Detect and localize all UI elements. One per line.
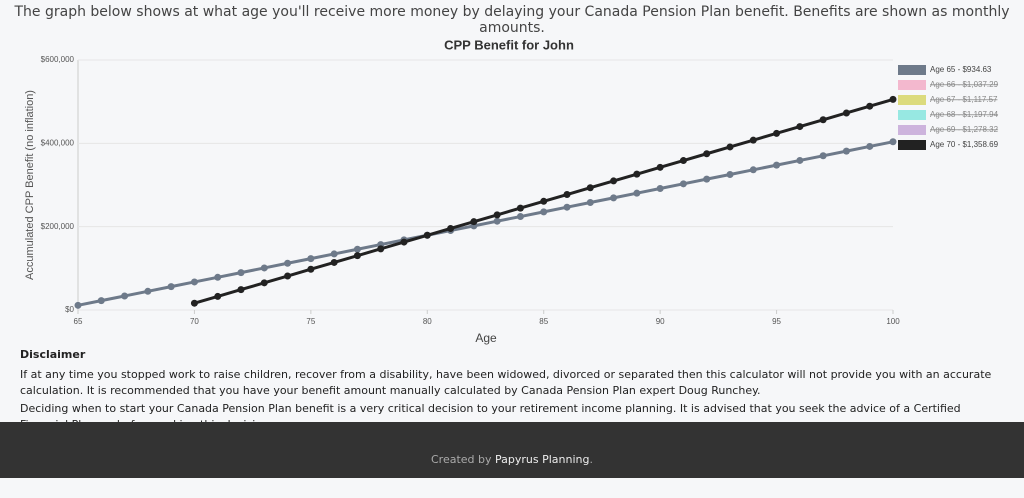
y-tick-label: $200,000 xyxy=(41,222,75,231)
x-tick-label: 65 xyxy=(74,317,83,326)
data-point xyxy=(237,269,245,277)
legend-label[interactable]: Age 66 - $1,037.29 xyxy=(930,80,999,89)
data-point xyxy=(842,147,850,155)
data-point xyxy=(563,203,571,211)
data-point xyxy=(610,194,618,202)
legend-swatch[interactable] xyxy=(898,125,926,135)
legend-label[interactable]: Age 69 - $1,278.32 xyxy=(930,125,999,134)
data-point xyxy=(284,272,292,280)
data-point xyxy=(726,143,734,151)
y-tick-label: $0 xyxy=(65,305,74,314)
data-point xyxy=(260,264,268,272)
footer: Created by Papyrus Planning. xyxy=(0,422,1024,478)
y-tick-label: $600,000 xyxy=(41,55,75,64)
data-point xyxy=(656,184,664,192)
data-point xyxy=(516,204,524,212)
data-point xyxy=(423,231,431,239)
legend-label[interactable]: Age 65 - $934.63 xyxy=(930,65,992,74)
data-point xyxy=(307,265,315,273)
data-point xyxy=(679,180,687,188)
page: {"header": {"text": "The graph below sho… xyxy=(0,4,1024,478)
x-tick-label: 80 xyxy=(423,317,432,326)
footer-link[interactable]: Papyrus Planning xyxy=(495,453,590,466)
data-point xyxy=(470,218,478,226)
data-point xyxy=(237,286,245,294)
data-point xyxy=(749,166,757,174)
legend-swatch[interactable] xyxy=(898,80,926,90)
legend-label[interactable]: Age 68 - $1,197.94 xyxy=(930,110,999,119)
data-point xyxy=(214,292,222,300)
legend-swatch[interactable] xyxy=(898,110,926,120)
data-point xyxy=(889,95,897,103)
legend-swatch[interactable] xyxy=(898,140,926,150)
data-point xyxy=(540,197,548,205)
data-point xyxy=(260,279,268,287)
data-point xyxy=(633,170,641,178)
x-tick-label: 70 xyxy=(190,317,199,326)
data-point xyxy=(633,189,641,197)
x-tick-label: 85 xyxy=(539,317,548,326)
chart: CPP Benefit for John Age Accumulated CPP… xyxy=(24,37,999,345)
data-point xyxy=(679,157,687,165)
series-line xyxy=(77,140,894,307)
data-point xyxy=(144,287,152,295)
data-point xyxy=(447,224,455,232)
intro-text: The graph below shows at what age you'll… xyxy=(14,4,1010,36)
legend-swatch[interactable] xyxy=(898,65,926,75)
y-axis-label: Accumulated CPP Benefit (no inflation) xyxy=(24,90,36,280)
data-point xyxy=(773,129,781,137)
data-point xyxy=(749,136,757,144)
data-point xyxy=(563,191,571,199)
data-point xyxy=(516,213,524,221)
data-point xyxy=(610,177,618,185)
legend-label[interactable]: Age 67 - $1,117.57 xyxy=(930,95,998,104)
data-point xyxy=(819,116,827,124)
data-point xyxy=(121,292,129,300)
data-point xyxy=(819,152,827,160)
data-point xyxy=(97,297,105,305)
footer-text: . xyxy=(589,453,594,466)
x-axis-label: Age xyxy=(475,331,497,345)
data-point xyxy=(889,138,897,146)
data-point xyxy=(703,175,711,183)
data-point xyxy=(656,163,664,171)
data-point xyxy=(493,211,501,219)
data-point xyxy=(842,109,850,117)
data-point xyxy=(190,299,198,307)
data-point xyxy=(167,283,175,291)
footer-text: Created by xyxy=(430,453,492,466)
x-tick-label: 95 xyxy=(772,317,781,326)
data-point xyxy=(493,217,501,225)
data-point xyxy=(796,156,804,164)
data-point xyxy=(586,199,594,207)
data-point xyxy=(400,238,408,246)
legend-swatch[interactable] xyxy=(898,95,926,105)
data-point xyxy=(796,123,804,131)
data-point xyxy=(330,258,338,266)
data-point xyxy=(330,250,338,258)
disclaimer-title: Disclaimer xyxy=(20,348,86,361)
x-tick-label: 100 xyxy=(886,317,900,326)
data-point xyxy=(703,150,711,158)
data-point xyxy=(353,245,361,253)
x-tick-label: 90 xyxy=(656,317,665,326)
data-point xyxy=(377,245,385,253)
data-point xyxy=(284,259,292,267)
data-point xyxy=(190,278,198,286)
data-point xyxy=(307,255,315,263)
data-point xyxy=(866,142,874,150)
data-point xyxy=(353,252,361,260)
disclaimer-text: If at any time you stopped work to raise… xyxy=(20,368,992,397)
data-point xyxy=(773,161,781,169)
data-point xyxy=(866,102,874,110)
y-tick-label: $400,000 xyxy=(41,138,75,147)
data-point xyxy=(74,301,82,309)
data-point xyxy=(586,184,594,192)
data-point xyxy=(540,208,548,216)
data-point xyxy=(726,170,734,178)
legend-label[interactable]: Age 70 - $1,358.69 xyxy=(930,140,999,149)
chart-title: CPP Benefit for John xyxy=(444,37,574,52)
data-point xyxy=(214,273,222,281)
x-tick-label: 75 xyxy=(306,317,315,326)
